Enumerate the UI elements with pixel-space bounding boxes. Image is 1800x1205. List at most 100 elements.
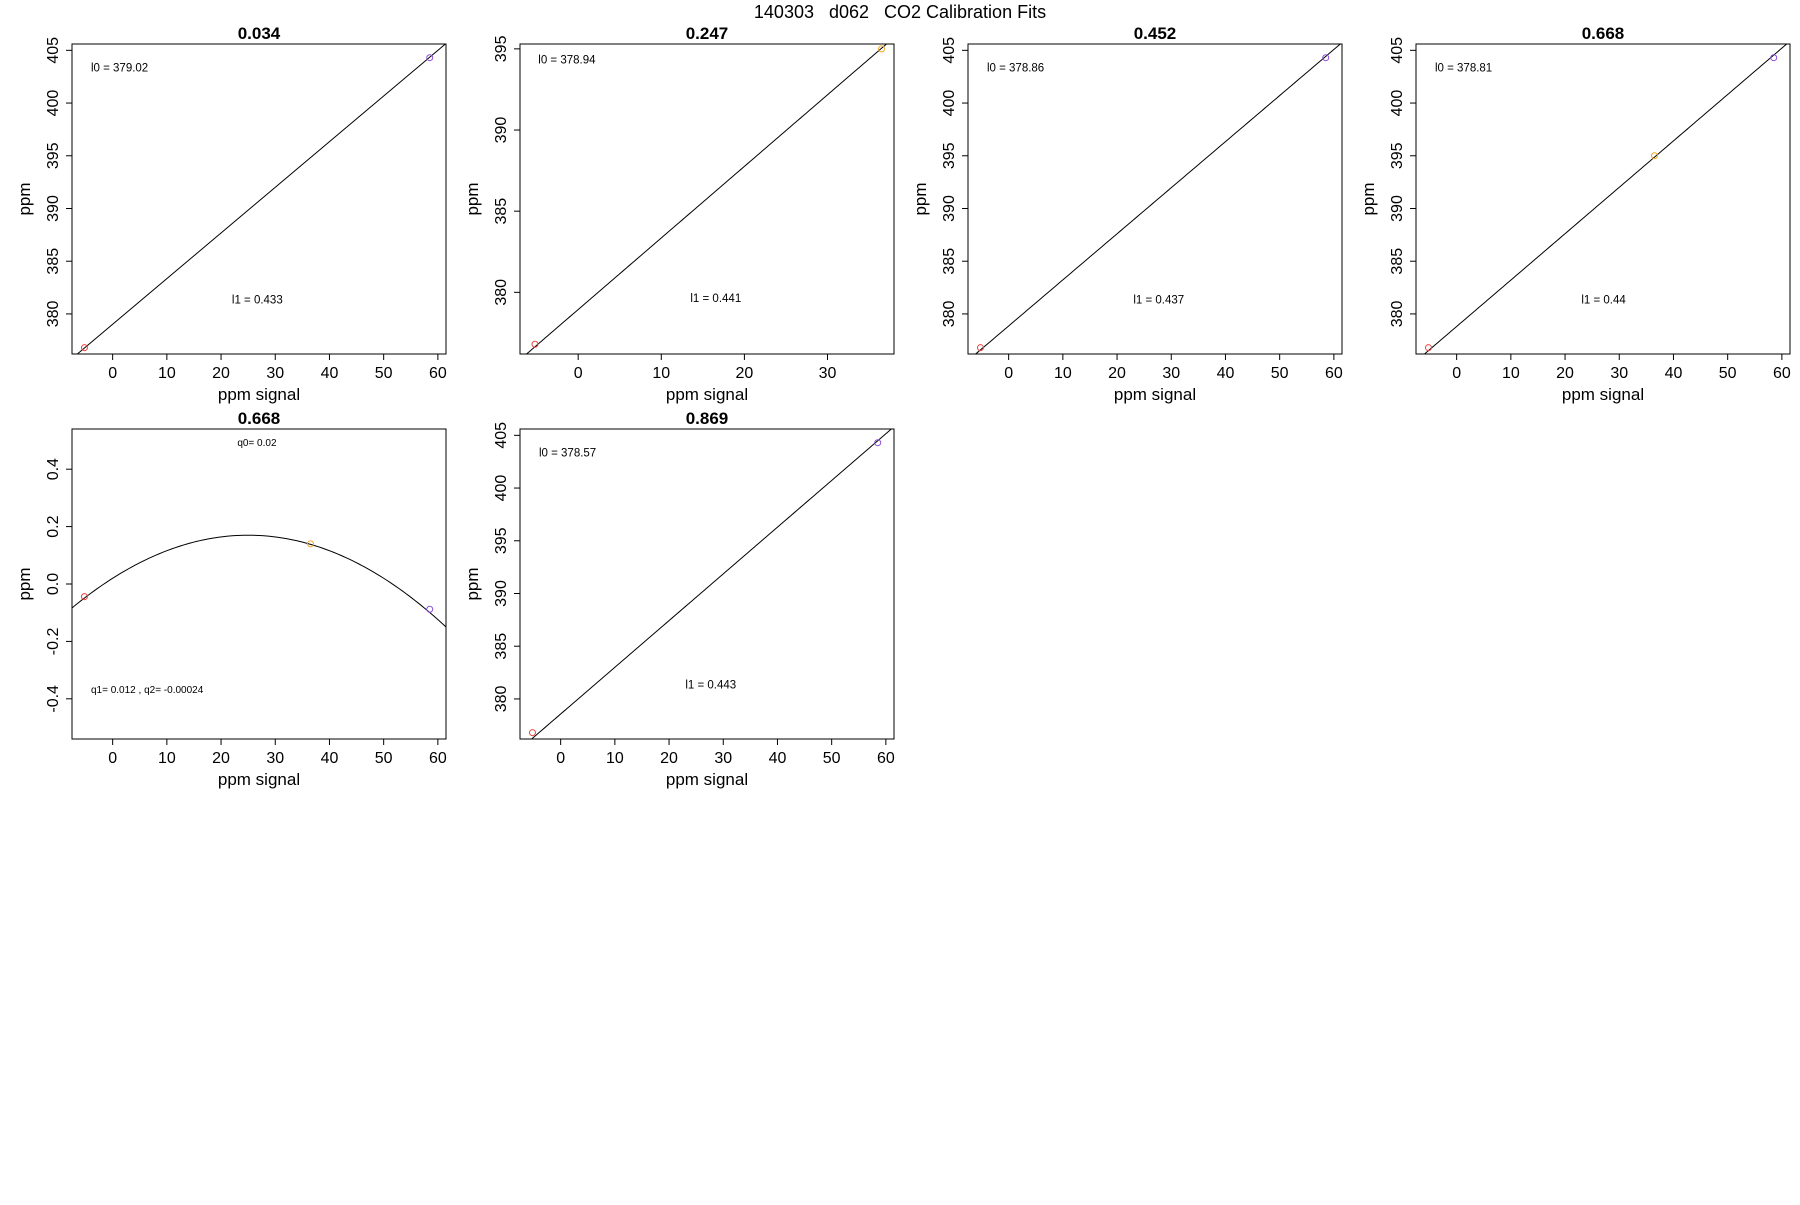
data-point [1770,54,1778,62]
y-tick-label: 390 [1389,195,1406,222]
data-point [306,540,314,548]
y-tick-label: 380 [1389,300,1406,327]
y-tick-label: 400 [1389,90,1406,117]
x-tick-label: 50 [823,750,841,767]
panel-title: 0.668 [238,409,281,428]
y-tick-label: 395 [493,35,510,62]
y-tick-label: 405 [941,37,958,64]
y-tick-label: 380 [493,685,510,712]
x-tick-label: 10 [606,750,624,767]
y-tick-label: 385 [493,633,510,660]
y-tick-label: 390 [493,117,510,144]
plot-frame [967,43,1343,355]
x-tick-label: 50 [375,750,393,767]
y-tick-label: 390 [941,195,958,222]
fit-annotation: l1 = 0.437 [1133,294,1184,306]
plot-frame [71,43,447,355]
x-axis-label: ppm signal [218,770,300,789]
x-tick-label: 0 [574,365,583,382]
data-point [80,344,88,352]
fit-annotation: l0 = 378.94 [538,54,596,66]
x-tick-label: 40 [1217,365,1235,382]
plot-frame [519,43,895,355]
y-axis-label: ppm [463,567,482,600]
panel-3: 0.452 0 10 20 30 40 50 60 380 385 390 395 400 405 ppm … [911,24,1343,404]
x-tick-label: 0 [556,750,565,767]
panel-6: 0.869 0 10 20 30 40 50 60 380 385 390 395 400 405 ppm … [463,409,895,789]
y-tick-label: 380 [941,300,958,327]
x-tick-label: 0 [1004,365,1013,382]
x-tick-label: 20 [212,365,230,382]
data-point [1650,152,1658,160]
y-tick-label: -0.4 [45,685,62,713]
fit-line [1423,44,1788,354]
y-axis-label: ppm [463,182,482,215]
fit-line [525,44,888,354]
x-tick-label: 10 [1502,365,1520,382]
y-tick-label: 405 [493,422,510,449]
x-tick-label: 30 [266,365,284,382]
panel-5: 0.668 0 10 20 30 40 50 60 -0.4 -0.2 0.0 0.2 0.4 ppm s… [15,409,447,789]
y-tick-label: 395 [493,527,510,554]
x-tick-label: 0 [1452,365,1461,382]
data-point [976,344,984,352]
x-tick-label: 20 [1108,365,1126,382]
x-tick-label: 30 [1610,365,1628,382]
y-tick-label: 395 [45,142,62,169]
fit-annotation: l1 = 0.433 [232,294,283,306]
y-tick-label: 405 [45,37,62,64]
x-tick-label: 60 [429,750,447,767]
x-tick-label: 60 [429,365,447,382]
y-axis-label: ppm [15,182,34,215]
fit-line [72,534,446,628]
fit-annotation: l0 = 379.02 [91,62,148,74]
y-tick-label: 405 [1389,37,1406,64]
y-axis-label: ppm [911,182,930,215]
x-axis-label: ppm signal [1114,385,1196,404]
data-point [426,605,434,613]
x-tick-label: 50 [1271,365,1289,382]
x-tick-label: 60 [877,750,895,767]
fit-annotation: q0= 0.02 [237,438,277,449]
x-tick-label: 10 [1054,365,1072,382]
y-tick-label: 0.0 [45,573,62,595]
x-axis-label: ppm signal [218,385,300,404]
x-tick-label: 30 [819,365,837,382]
x-tick-label: 50 [375,365,393,382]
x-tick-label: 10 [158,750,176,767]
fit-annotation: q1= 0.012 , q2= -0.00024 [91,685,204,696]
x-tick-label: 0 [108,365,117,382]
y-tick-label: 385 [1389,248,1406,275]
x-tick-label: 0 [108,750,117,767]
x-tick-label: 40 [321,750,339,767]
y-tick-label: 380 [45,300,62,327]
y-axis-label: ppm [1359,182,1378,215]
y-tick-label: 400 [493,475,510,502]
data-point [426,54,434,62]
x-tick-label: 30 [714,750,732,767]
y-tick-label: 390 [45,195,62,222]
y-tick-label: 380 [493,279,510,306]
fit-line [974,44,1342,354]
x-axis-label: ppm signal [666,770,748,789]
y-tick-label: 395 [941,142,958,169]
y-tick-label: 400 [941,90,958,117]
x-tick-label: 40 [1665,365,1683,382]
fit-annotation: l1 = 0.44 [1581,294,1626,306]
x-tick-label: 60 [1773,365,1791,382]
data-point [1322,54,1330,62]
data-point [531,340,539,348]
x-tick-label: 50 [1719,365,1737,382]
plot-frame [519,428,895,740]
y-tick-label: 385 [45,248,62,275]
panel-title: 0.034 [238,24,281,43]
y-tick-label: 385 [493,198,510,225]
fit-annotation: l1 = 0.443 [685,679,736,691]
x-tick-label: 40 [769,750,787,767]
x-tick-label: 20 [1556,365,1574,382]
data-point [878,45,886,53]
x-tick-label: 20 [212,750,230,767]
panel-title: 0.668 [1582,24,1625,43]
